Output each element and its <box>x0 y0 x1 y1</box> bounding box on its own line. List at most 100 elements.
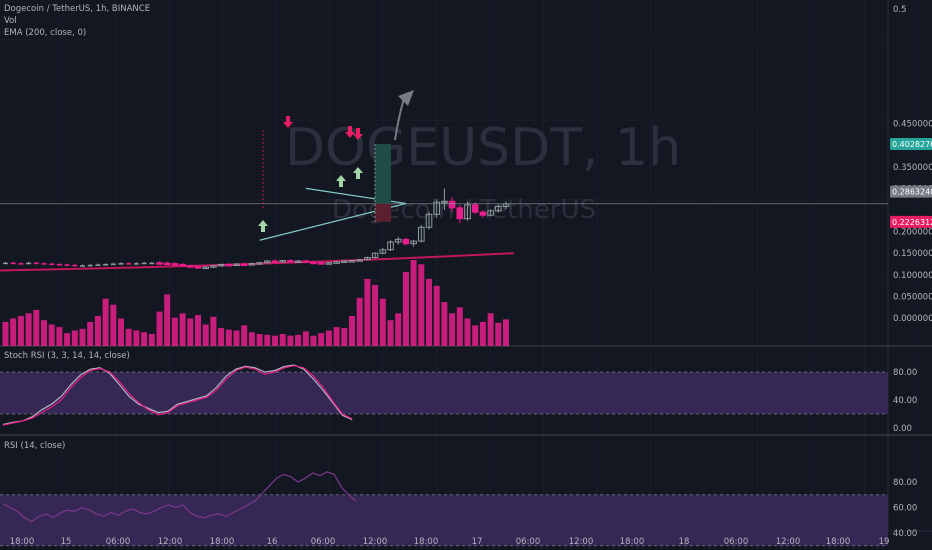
candle-body <box>356 259 363 262</box>
candle-body <box>225 263 233 267</box>
candle-body <box>271 260 279 263</box>
candle-body <box>433 201 440 215</box>
candle-body <box>18 263 24 265</box>
buy-arrow <box>353 167 363 179</box>
time-tick: 12:00 <box>363 537 388 547</box>
candles <box>3 188 510 270</box>
candle-body <box>240 263 248 266</box>
volume-bar <box>256 333 263 346</box>
price-badge <box>890 215 932 228</box>
candle-body <box>149 262 155 265</box>
time-tick: 15 <box>61 537 72 547</box>
volume-bar <box>210 316 217 346</box>
rsi-legend[interactable]: RSI (14, close) <box>4 441 66 451</box>
candle-body <box>56 264 62 266</box>
volume-bar <box>179 313 186 346</box>
volume-bar <box>87 321 94 346</box>
volume-bar <box>310 335 317 346</box>
candle-body <box>402 238 410 245</box>
volume-bar <box>17 315 24 346</box>
candle-body <box>80 265 85 267</box>
watermark-name: Dogecoin / TetherUS <box>332 195 596 225</box>
volume-bar <box>264 334 271 346</box>
time-tick: 18:00 <box>210 537 235 547</box>
volume-bar <box>333 327 340 346</box>
projection-arrow-head <box>398 90 414 106</box>
price-tick-top: 0.5 <box>893 5 907 15</box>
candle-body <box>279 260 286 263</box>
candle-body <box>210 265 217 268</box>
candle-body <box>133 263 139 265</box>
candle-body <box>287 260 294 263</box>
volume-bar <box>225 329 232 346</box>
stoch-tick: 0.00 <box>893 424 912 434</box>
volume-bar <box>402 272 409 346</box>
time-tick: 18:00 <box>620 537 645 547</box>
volume-bar <box>148 333 155 346</box>
time-tick: 12:00 <box>776 537 801 547</box>
sell-arrow <box>353 128 363 140</box>
candle-body <box>371 252 379 259</box>
volume-legend[interactable]: Vol <box>4 16 17 26</box>
watermark-symbol: DOGEUSDT, 1h <box>285 118 681 178</box>
sell-arrow <box>345 126 355 138</box>
time-tick: 18 <box>679 537 690 547</box>
volume-bar <box>141 332 148 346</box>
candle-body <box>495 206 502 212</box>
volume-bar <box>56 327 63 346</box>
candle-body <box>248 263 256 266</box>
candle-body <box>156 262 163 265</box>
candle-body <box>341 260 348 263</box>
ema-legend[interactable]: EMA (200, close, 0) <box>4 28 87 38</box>
candle-body <box>163 262 171 266</box>
chart-header: Dogecoin / TetherUS, 1h, BINANCE Vol EMA… <box>4 3 150 39</box>
candle-body <box>118 263 124 265</box>
volume-bar <box>449 313 456 346</box>
volume-bar <box>356 297 363 346</box>
volume-bar <box>441 302 448 346</box>
volume-bar <box>218 327 225 346</box>
volume-bar <box>287 335 294 346</box>
time-tick: 12:00 <box>569 537 594 547</box>
volume-bar <box>79 328 86 346</box>
candle-body <box>233 263 240 266</box>
time-tick: 18:00 <box>414 537 439 547</box>
rsi-tick: 80.00 <box>893 478 917 488</box>
stoch-rsi-legend[interactable]: Stoch RSI (3, 3, 14, 14, close) <box>4 351 130 361</box>
candle-body <box>364 257 371 261</box>
volume-bar <box>372 284 379 346</box>
candle-body <box>348 260 356 263</box>
volume-bar <box>233 330 240 346</box>
candle-body <box>26 262 32 265</box>
volume-bar <box>33 309 40 346</box>
volume-bar <box>325 330 332 346</box>
volume-bar <box>102 298 109 346</box>
rsi-band <box>0 494 888 546</box>
volume-bar <box>387 320 394 346</box>
symbol-title[interactable]: Dogecoin / TetherUS, 1h, BINANCE <box>4 4 151 14</box>
time-tick: 12:00 <box>158 537 183 547</box>
grid-lines <box>0 39 888 281</box>
candle-body <box>126 263 132 265</box>
volume-bar <box>248 332 255 346</box>
volume-bar <box>395 313 402 346</box>
volume-bar <box>410 260 417 346</box>
candle-body <box>49 263 55 266</box>
candle-body <box>302 260 310 263</box>
volume-bar <box>164 294 171 346</box>
stoch-k-line <box>2 364 353 426</box>
candle-body <box>141 262 147 265</box>
volume-bar <box>118 318 124 346</box>
volume-bar <box>456 307 463 346</box>
candle-body <box>33 262 39 265</box>
volume-bar <box>2 321 9 346</box>
volume-bar <box>302 331 309 346</box>
candle-body <box>425 213 433 228</box>
